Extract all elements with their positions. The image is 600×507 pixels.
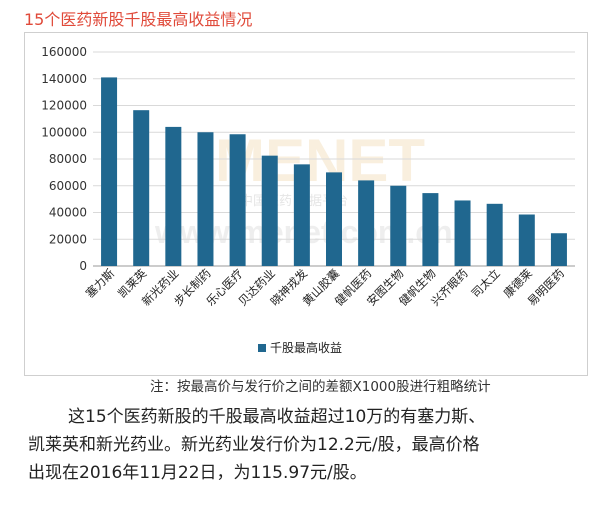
bar — [326, 172, 342, 266]
y-tick-label: 140000 — [41, 72, 87, 86]
bar — [229, 134, 246, 266]
bar — [454, 200, 471, 266]
watermark-logo: MENET — [215, 127, 425, 194]
y-tick-label: 120000 — [41, 99, 87, 113]
bar — [390, 185, 407, 266]
y-tick-label: 160000 — [41, 45, 87, 59]
y-tick-label: 0 — [79, 259, 87, 273]
summary-line-2: 凯莱英和新光药业。新光药业发行价为12.2元/股，最高价格 — [28, 435, 480, 455]
summary-paragraph: 这15个医药新股的千股最高收益超过10万的有塞力斯、 凯莱英和新光药业。新光药业… — [0, 403, 600, 487]
y-tick-label: 100000 — [41, 125, 87, 139]
bar-chart: MENET中国医药 数据平台www.menet.com.cn0200004000… — [41, 45, 575, 355]
bar — [486, 203, 503, 266]
y-tick-label: 20000 — [49, 232, 87, 246]
legend-label: 千股最高收益 — [270, 340, 342, 355]
bar — [261, 155, 278, 266]
bar — [358, 180, 375, 266]
y-tick-label: 60000 — [49, 179, 87, 193]
summary-line-3: 出现在2016年11月22日，为115.97元/股。 — [28, 463, 367, 483]
bar — [550, 233, 567, 266]
x-tick-label: 司太立 — [468, 266, 502, 300]
bar — [293, 164, 310, 266]
chart-title: 15个医药新股千股最高收益情况 — [24, 10, 253, 29]
x-tick-label: 塞力斯 — [83, 266, 118, 301]
bar — [165, 126, 182, 267]
chart-panel: MENET中国医药 数据平台www.menet.com.cn0200004000… — [24, 32, 588, 376]
summary-line-1: 这15个医药新股的千股最高收益超过10万的有塞力斯、 — [68, 407, 486, 427]
bar — [422, 193, 439, 266]
bar — [133, 110, 150, 267]
bar — [518, 214, 535, 266]
bar — [101, 77, 118, 266]
legend-swatch — [258, 344, 266, 352]
chart-note: 注：按最高价与发行价之间的差额X1000股进行粗略统计 — [150, 379, 491, 395]
y-tick-label: 80000 — [49, 152, 87, 166]
y-tick-label: 40000 — [49, 206, 87, 220]
bar — [197, 132, 214, 266]
